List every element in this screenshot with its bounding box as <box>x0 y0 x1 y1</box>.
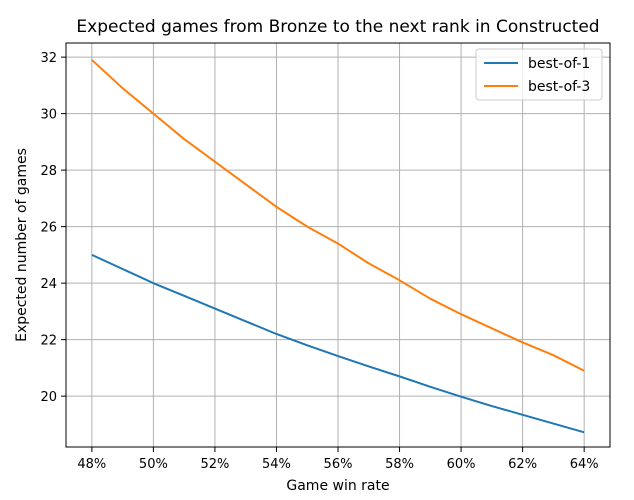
x-tick-label: 60% <box>447 457 476 472</box>
y-tick-label: 22 <box>40 334 57 349</box>
y-tick-label: 24 <box>40 277 57 292</box>
x-tick-label: 58% <box>385 457 414 472</box>
x-tick-label: 54% <box>262 457 291 472</box>
chart-legend: best-of-1 best-of-3 <box>475 48 603 101</box>
series-lines <box>91 59 585 434</box>
x-tick-label: 48% <box>77 457 106 472</box>
grid-lines <box>66 43 610 447</box>
y-tick-label: 28 <box>40 164 57 179</box>
y-axis-ticks: 20 22 24 26 28 30 32 <box>40 51 66 405</box>
plot-area-frame <box>65 42 611 448</box>
series-line-best-of-3 <box>91 59 585 372</box>
x-axis-label: Game win rate <box>286 478 389 494</box>
chart-title: Expected games from Bronze to the next r… <box>76 17 599 37</box>
legend-label-best-of-1: best-of-1 <box>528 56 590 72</box>
series-line-best-of-1 <box>91 253 585 434</box>
x-tick-label: 64% <box>570 457 599 472</box>
legend-label-best-of-3: best-of-3 <box>528 79 590 95</box>
x-tick-label: 62% <box>508 457 537 472</box>
x-tick-label: 50% <box>139 457 168 472</box>
legend-box <box>475 48 603 101</box>
x-tick-label: 52% <box>200 457 229 472</box>
y-tick-label: 32 <box>40 51 57 66</box>
y-tick-label: 26 <box>40 221 57 236</box>
y-axis-label: Expected number of games <box>14 148 30 342</box>
y-tick-label: 20 <box>40 390 57 405</box>
x-axis-ticks: 48% 50% 52% 54% 56% 58% 60% 62% 64% <box>77 447 599 472</box>
x-tick-label: 56% <box>324 457 353 472</box>
y-tick-label: 30 <box>40 108 57 123</box>
